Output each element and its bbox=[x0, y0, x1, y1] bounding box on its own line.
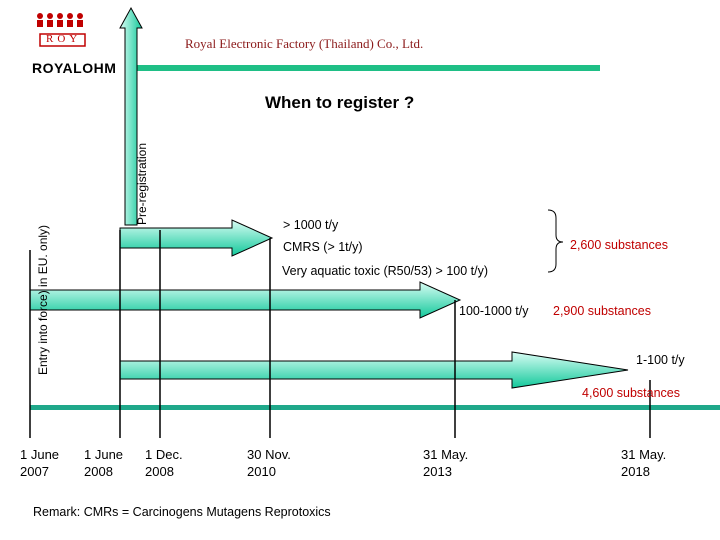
band1-line3: Very aquatic toxic (R50/53) > 100 t/y) bbox=[282, 264, 489, 278]
date-2008-dec-line1: 1 Dec. bbox=[145, 447, 183, 462]
band3-arrow bbox=[119, 351, 629, 389]
date-2018-line1: 31 May. bbox=[621, 447, 667, 462]
date-2013: 31 May. 2013 bbox=[423, 446, 468, 480]
date-2013-line1: 31 May. bbox=[423, 447, 469, 462]
logo-mark-text: ROY bbox=[46, 33, 82, 45]
pre-registration-label: Pre-registration bbox=[135, 142, 149, 225]
band1-arrow bbox=[119, 219, 274, 257]
pre-registration-arrow bbox=[119, 6, 143, 226]
date-2007-line2: 2007 bbox=[20, 464, 49, 479]
band1-substances: 2,600 substances bbox=[570, 238, 668, 252]
band2-substances: 2,900 substances bbox=[553, 304, 651, 318]
company-logo: ROY bbox=[32, 10, 112, 58]
band2-tonnage: 100-1000 t/y bbox=[459, 304, 529, 318]
timeline-axis bbox=[30, 405, 720, 410]
header-divider bbox=[135, 65, 600, 71]
remark-note: Remark: CMRs = Carcinogens Mutagens Repr… bbox=[33, 505, 331, 519]
company-name: Royal Electronic Factory (Thailand) Co.,… bbox=[185, 36, 424, 51]
band1-line2: CMRS (> 1t/y) bbox=[283, 240, 363, 254]
date-2010-line2: 2010 bbox=[247, 464, 276, 479]
date-2007: 1 June 2007 bbox=[20, 446, 59, 480]
band2-arrow bbox=[29, 281, 462, 319]
date-2007-line1: 1 June bbox=[20, 447, 60, 462]
date-2008-dec: 1 Dec. 2008 bbox=[145, 446, 183, 480]
band3-tonnage: 1-100 t/y bbox=[636, 353, 685, 367]
band1-line1: > 1000 t/y bbox=[283, 218, 339, 232]
date-2008-june-line2: 2008 bbox=[84, 464, 113, 479]
diagram-title: When to register ? bbox=[265, 93, 415, 112]
brand-name: ROYALOHM bbox=[32, 60, 117, 76]
date-2018: 31 May. 2018 bbox=[621, 446, 666, 480]
date-2013-line2: 2013 bbox=[423, 464, 452, 479]
substances-bracket bbox=[547, 209, 564, 273]
entry-into-force-label: Entry into force) in EU. only) bbox=[36, 224, 50, 375]
date-2008-june: 1 June 2008 bbox=[84, 446, 123, 480]
date-2010: 30 Nov. 2010 bbox=[247, 446, 291, 480]
date-2018-line2: 2018 bbox=[621, 464, 650, 479]
date-2010-line1: 30 Nov. bbox=[247, 447, 291, 462]
date-2008-dec-line2: 2008 bbox=[145, 464, 174, 479]
band3-substances: 4,600 substances bbox=[582, 386, 680, 400]
date-2008-june-line1: 1 June bbox=[84, 447, 124, 462]
